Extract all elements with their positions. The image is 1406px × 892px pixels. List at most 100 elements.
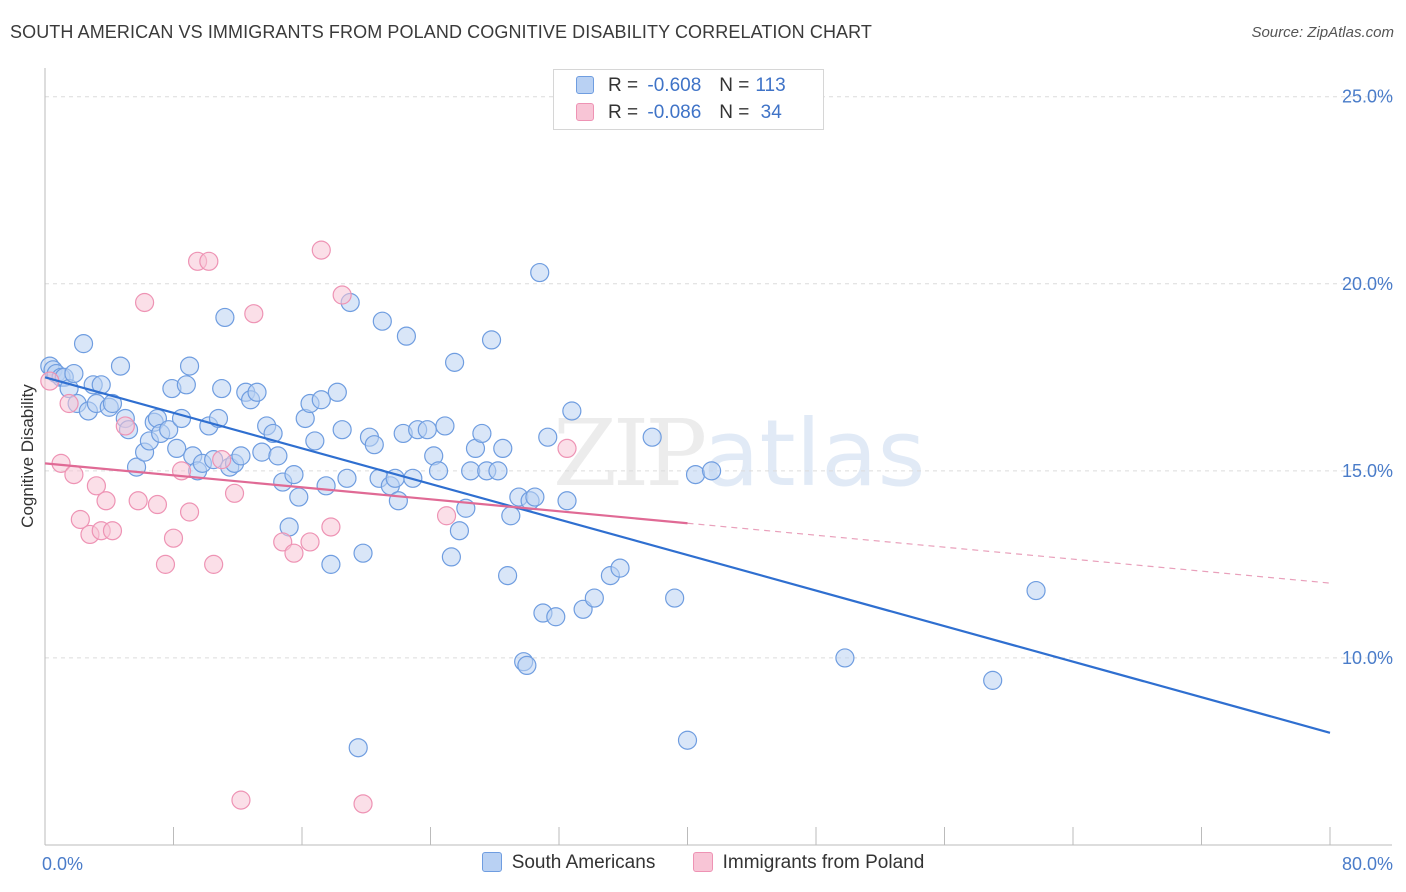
x-tick-label: 80.0%	[1342, 854, 1393, 874]
data-point	[332, 285, 352, 305]
data-point	[179, 502, 200, 522]
legend-n-label: N =	[719, 102, 750, 123]
series-immigrants-from-poland	[40, 240, 577, 814]
y-tick-label: 15.0%	[1342, 461, 1393, 481]
data-point	[449, 521, 470, 541]
data-point	[441, 547, 461, 567]
x-tick-label: 0.0%	[42, 854, 83, 874]
data-point	[557, 438, 577, 459]
data-point	[584, 588, 604, 608]
data-point	[316, 476, 336, 496]
data-point	[321, 517, 341, 537]
legend-item-south-americans[interactable]: South Americans	[481, 852, 656, 874]
data-point	[176, 375, 196, 395]
legend-item-immigrants-from-poland[interactable]: Immigrants from Poland	[692, 852, 925, 874]
data-point	[488, 461, 508, 481]
data-point	[70, 509, 90, 530]
trend-lines	[44, 376, 1331, 734]
data-point	[472, 423, 492, 444]
data-point	[268, 446, 288, 466]
legend-n-value: 34	[755, 102, 782, 123]
data-point	[96, 491, 116, 511]
legend-swatch-blue	[576, 76, 594, 94]
data-point	[212, 378, 232, 399]
data-point	[284, 543, 304, 563]
data-point	[147, 494, 168, 515]
watermark: ZIPatlas	[553, 400, 926, 507]
data-point	[701, 461, 722, 481]
data-point	[546, 607, 566, 627]
trend-line-extrapolated	[687, 522, 1331, 584]
legend-n-value: 113	[755, 75, 786, 96]
data-point	[163, 528, 184, 548]
data-point	[327, 382, 347, 402]
data-point	[110, 356, 131, 376]
data-point	[530, 262, 550, 283]
y-tick-label: 25.0%	[1342, 87, 1393, 107]
data-point	[244, 304, 264, 324]
data-point	[665, 588, 685, 608]
data-point	[224, 483, 245, 503]
data-point	[337, 468, 357, 488]
data-point	[311, 240, 331, 260]
data-point	[557, 491, 577, 511]
y-tick-label: 10.0%	[1342, 648, 1393, 668]
data-point	[134, 292, 155, 313]
data-point	[610, 558, 630, 578]
data-point	[835, 648, 855, 668]
data-point	[364, 435, 384, 455]
data-point	[231, 446, 251, 466]
data-point	[115, 416, 135, 436]
data-point	[501, 506, 521, 526]
legend-series-name: Immigrants from Poland	[722, 852, 925, 873]
data-point	[263, 423, 283, 444]
data-point	[179, 356, 200, 376]
data-point	[305, 431, 325, 451]
trend-line	[44, 376, 1331, 734]
data-point	[428, 461, 449, 481]
data-point	[199, 251, 219, 271]
data-point	[353, 794, 373, 814]
grid-lines	[45, 96, 1392, 659]
data-point	[517, 655, 537, 676]
data-point	[300, 532, 320, 552]
data-point	[538, 427, 558, 447]
data-point	[1026, 580, 1046, 601]
data-point	[212, 450, 232, 470]
data-point	[289, 487, 309, 507]
data-point	[493, 438, 513, 459]
data-point	[215, 307, 235, 328]
data-point	[388, 491, 408, 511]
legend-row-immigrants-from-poland: R = -0.086 N = 34	[576, 102, 782, 126]
data-point	[102, 521, 123, 541]
data-point	[155, 554, 176, 574]
legend-series-name: South Americans	[511, 852, 656, 873]
data-point	[348, 738, 368, 758]
data-point	[252, 442, 272, 462]
data-point	[562, 401, 582, 421]
legend-swatch-pink	[576, 103, 594, 121]
data-point	[372, 311, 392, 331]
legend-row-south-americans: R = -0.608 N = 113	[576, 75, 786, 99]
data-point	[73, 334, 94, 354]
data-point	[353, 543, 373, 563]
y-axis-label: Cognitive Disability	[18, 384, 37, 528]
data-point	[461, 461, 481, 481]
axes	[44, 68, 1392, 846]
correlation-legend: R = -0.608 N = 113 R = -0.086 N = 34	[553, 69, 824, 130]
legend-swatch-blue	[481, 852, 502, 872]
data-point	[417, 420, 437, 440]
legend-n-label: N =	[719, 75, 750, 96]
legend-swatch-pink	[692, 852, 713, 872]
data-point	[321, 554, 341, 574]
data-point	[435, 416, 455, 436]
data-point	[59, 393, 79, 414]
legend-r-label: R =	[608, 102, 639, 123]
data-point	[64, 464, 84, 485]
data-point	[677, 730, 698, 750]
data-point	[159, 420, 179, 440]
trend-line	[44, 462, 688, 525]
data-point	[332, 420, 352, 440]
chart-title: SOUTH AMERICAN VS IMMIGRANTS FROM POLAND…	[10, 22, 873, 42]
watermark-atlas: atlas	[703, 400, 926, 507]
